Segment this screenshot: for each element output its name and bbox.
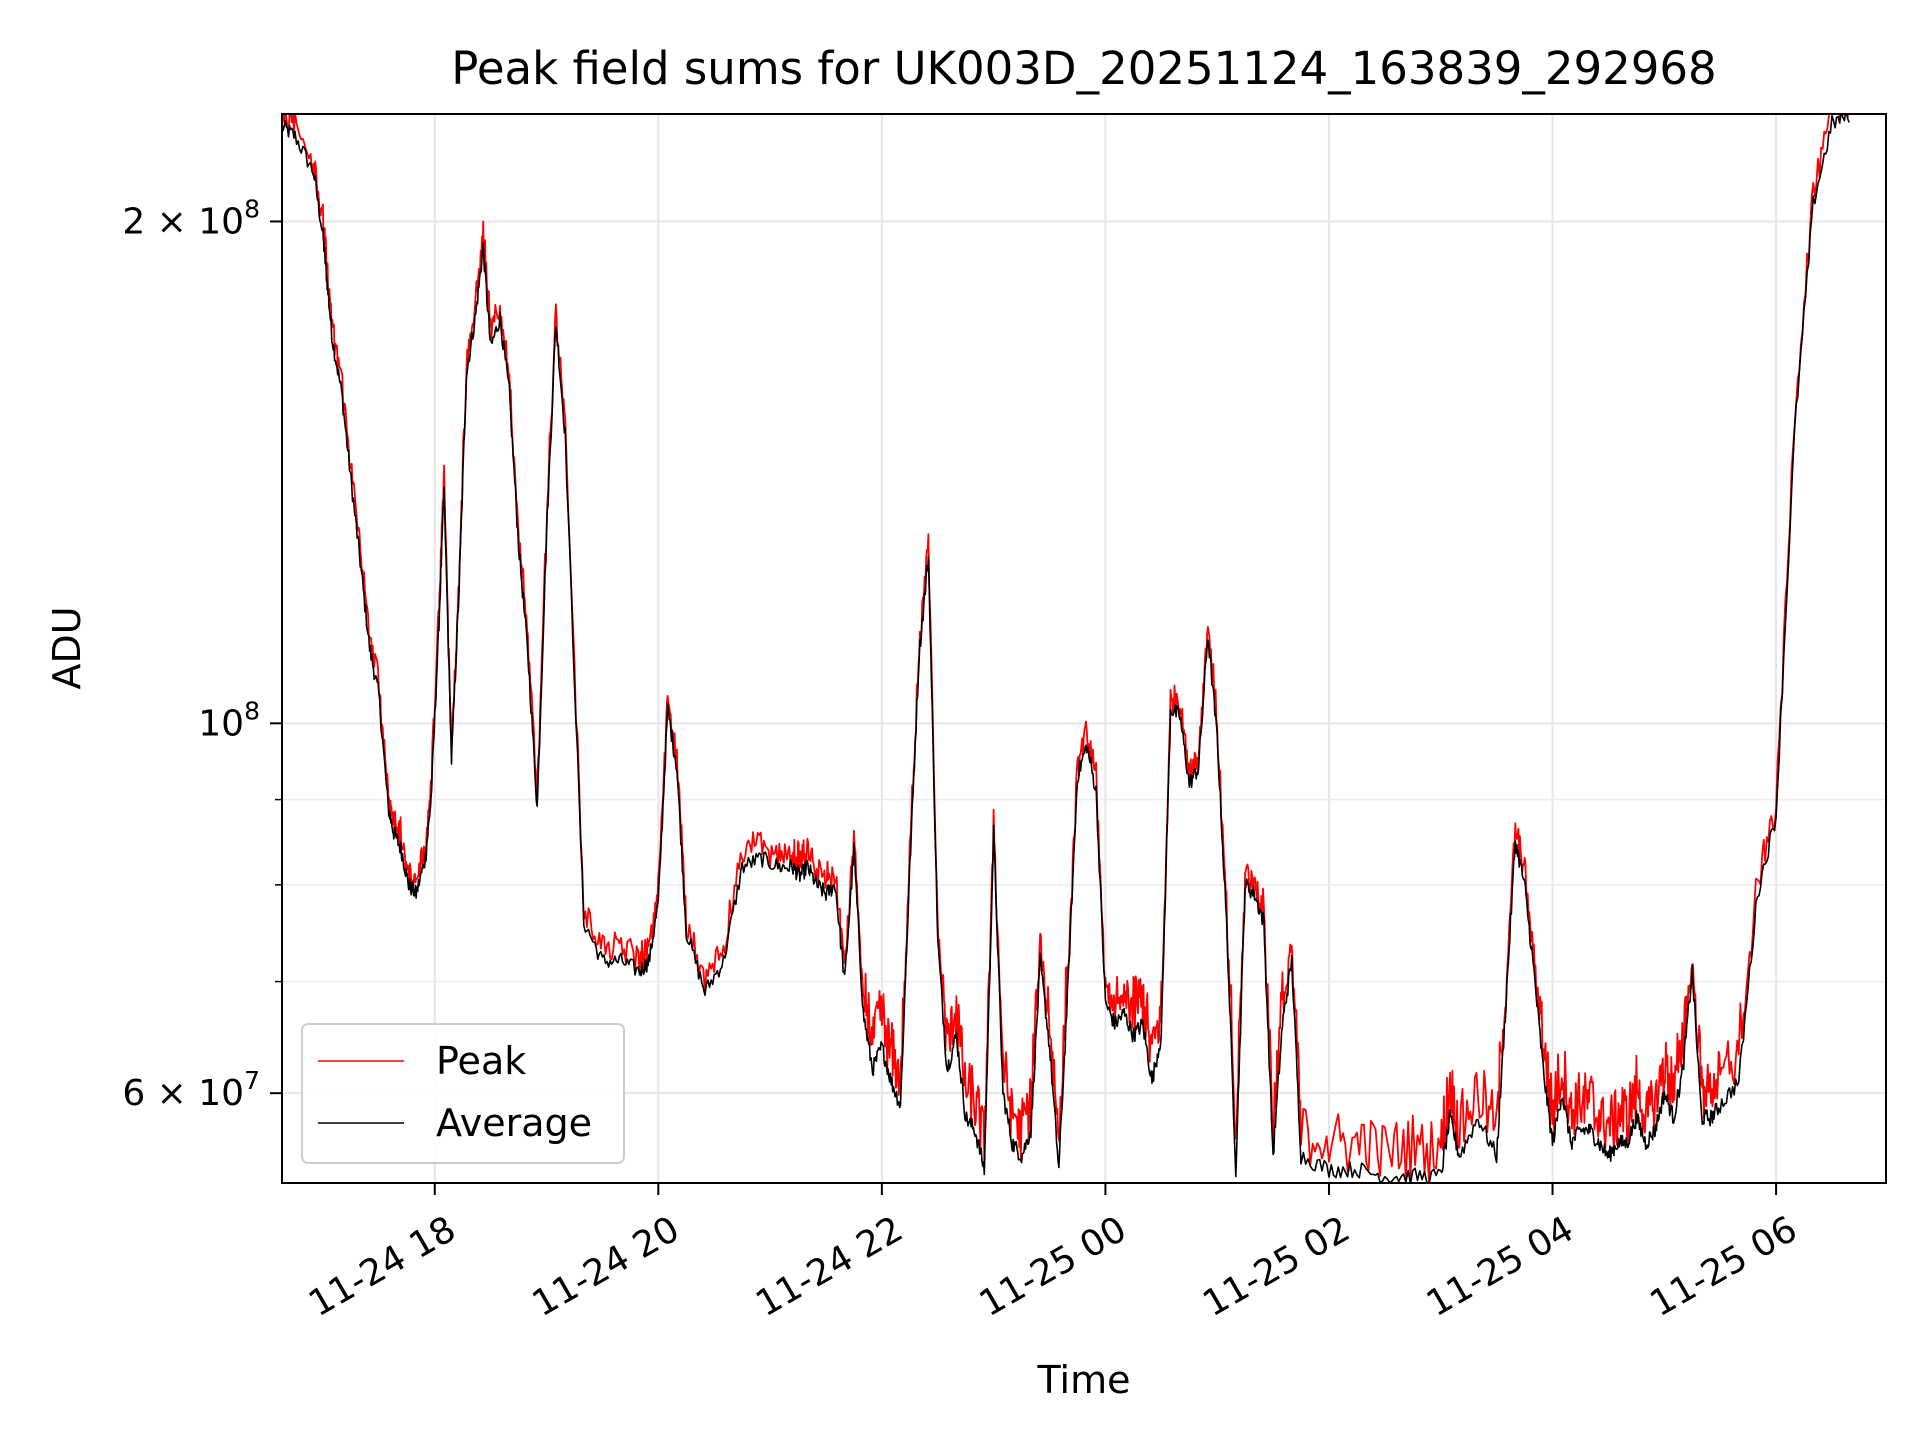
y-tick-times: × (157, 201, 199, 242)
series-line-average (282, 114, 1850, 1183)
y-tick-base: 10 (198, 1073, 244, 1114)
plot-frame (281, 113, 1887, 1184)
y-tick-mantissa: 2 (122, 201, 156, 242)
y-tick-base: 10 (198, 201, 244, 242)
y-tick-mantissa: 6 (122, 1073, 156, 1114)
y-tick-exponent: 8 (244, 696, 260, 725)
legend-label-peak: Peak (436, 1039, 526, 1083)
y-tick-times: × (157, 1073, 199, 1114)
y-tick-exponent: 7 (244, 1066, 260, 1095)
y-tick-exponent: 8 (244, 194, 260, 223)
x-axis-label: Time (1037, 1358, 1131, 1402)
y-axis-label: ADU (45, 606, 89, 689)
chart-title: Peak field sums for UK003D_20251124_1638… (451, 42, 1716, 95)
y-tick-label: 108 (198, 696, 260, 744)
y-tick-label: 6 × 107 (122, 1066, 260, 1114)
legend-label-average: Average (436, 1101, 592, 1145)
plot-lines (282, 114, 1850, 1183)
legend: Peak Average (301, 1023, 625, 1164)
y-tick-base: 10 (198, 703, 244, 744)
legend-box (301, 1023, 625, 1164)
series-line-peak (282, 114, 1850, 1183)
y-tick-label: 2 × 108 (122, 194, 260, 242)
